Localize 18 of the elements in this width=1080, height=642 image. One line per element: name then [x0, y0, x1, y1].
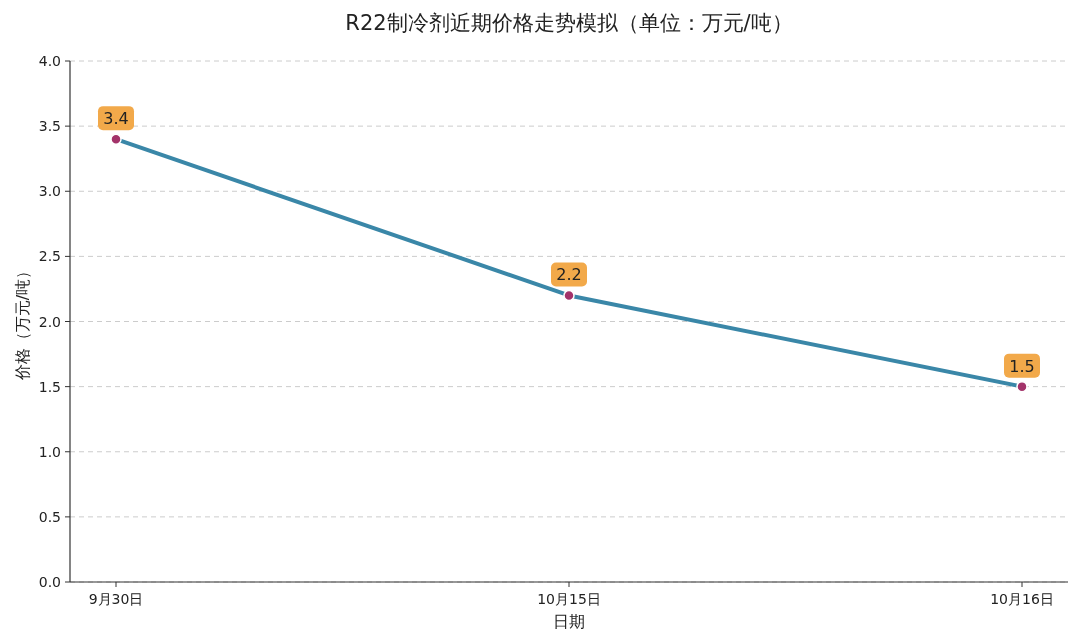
y-tick-label: 2.0: [38, 313, 61, 330]
data-label: 3.4: [103, 109, 129, 129]
y-tick-label: 4.0: [38, 53, 61, 69]
x-tick-label: 10月16日: [990, 591, 1054, 607]
y-tick-label: 0.5: [38, 508, 61, 525]
y-tick-label: 3.0: [38, 183, 61, 200]
y-tick-label: 1.0: [38, 443, 61, 460]
x-axis-title: 日期: [553, 612, 585, 631]
data-label: 2.2: [556, 265, 582, 285]
chart-title: R22制冷剂近期价格走势模拟（单位：万元/吨）: [345, 11, 793, 35]
data-label: 1.5: [1009, 356, 1035, 376]
y-tick-label: 1.5: [38, 378, 61, 395]
y-tick-label: 0.0: [38, 574, 61, 590]
x-tick-label: 9月30日: [88, 591, 144, 607]
y-axis-title: 价格（万元/吨）: [13, 262, 32, 382]
y-tick-label: 3.5: [38, 118, 61, 135]
x-tick-label: 10月15日: [537, 591, 601, 607]
y-tick-label: 2.5: [38, 248, 61, 265]
